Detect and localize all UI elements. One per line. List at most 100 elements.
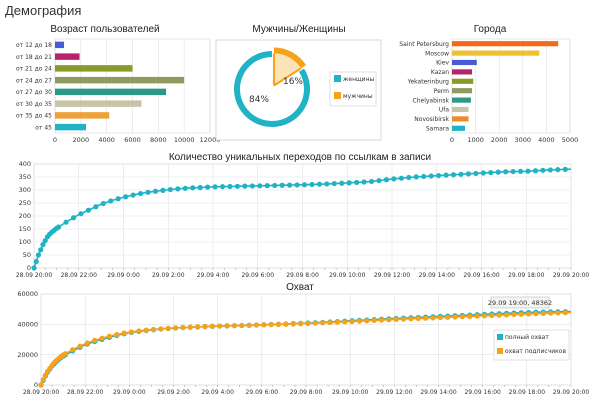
reach-ytick-label: 40000 (17, 321, 38, 329)
reach-point (38, 382, 44, 388)
reach-point (136, 328, 142, 334)
reach-point (327, 319, 333, 326)
age-bar (55, 100, 142, 107)
clicks-point (391, 176, 397, 182)
clicks-point (555, 167, 561, 173)
reach-point (408, 316, 414, 322)
age-category-label: от 18 до 21 (16, 54, 52, 61)
cities-bar (452, 125, 465, 131)
reach-legend (493, 329, 570, 361)
cities-category-label: Samara (426, 126, 449, 133)
clicks-point (31, 265, 37, 271)
reach-point (305, 320, 311, 327)
clicks-xtick-label: 29.09 20:00 (553, 272, 590, 279)
age-xtick-label: 12000 (200, 136, 221, 144)
cities-category-label: Novosibirsk (414, 116, 449, 123)
age-xtick-label: 10000 (174, 136, 195, 144)
clicks-point (137, 190, 144, 197)
clicks-point (219, 184, 226, 190)
clicks-point (85, 207, 92, 213)
gender-legend-swatch (334, 75, 341, 82)
clicks-point (182, 185, 188, 191)
gender-pie-label-women: 84% (249, 95, 269, 105)
clicks-ytick-label: 100 (19, 238, 31, 246)
clicks-point (458, 171, 464, 177)
clicks-point (465, 171, 472, 177)
reach-point (511, 311, 517, 318)
age-category-label: от 12 до 18 (16, 42, 52, 49)
cities-xtick-label: 0 (450, 136, 454, 144)
cities-category-label: Chelyabinsk (413, 97, 450, 104)
reach-point (342, 319, 348, 325)
clicks-xtick-label: 29.09 0:00 (107, 272, 140, 279)
clicks-point (35, 252, 42, 258)
clicks-point (324, 181, 330, 187)
gender-legend-label: женщины (343, 76, 374, 83)
age-bar (55, 112, 110, 119)
clicks-point (212, 184, 218, 190)
clicks-point (63, 219, 69, 225)
clicks-point (286, 182, 293, 188)
clicks-point (495, 169, 501, 175)
clicks-point (123, 194, 129, 200)
reach-point (474, 313, 480, 319)
clicks-point (510, 168, 516, 175)
reach-point (562, 310, 568, 316)
clicks-point (562, 166, 568, 172)
reach-point (364, 318, 370, 324)
reach-point (290, 321, 296, 327)
clicks-chart-title: Количество уникальных переходов по ссылк… (168, 152, 432, 163)
reach-xtick-label: 29.09 4:00 (201, 389, 234, 396)
reach-point (128, 329, 135, 335)
reach-point (231, 323, 238, 329)
clicks-point (309, 181, 315, 188)
cities-category-label: Kiev (436, 60, 449, 67)
reach-point (40, 377, 46, 383)
clicks-point (100, 200, 106, 207)
reach-point (172, 325, 179, 331)
reach-point (489, 312, 495, 319)
gender-chart-title: Мужчины/Женщины (252, 24, 346, 35)
clicks-xtick-label: 29.09 16:00 (463, 272, 500, 279)
reach-point (143, 327, 149, 333)
reach-point (42, 372, 49, 378)
clicks-ytick-label: 200 (19, 212, 31, 220)
reach-legend-swatch (497, 334, 503, 340)
cities-bar (452, 88, 473, 94)
reach-point (525, 311, 532, 317)
clicks-point (145, 189, 151, 195)
clicks-ytick-label: 300 (19, 186, 31, 194)
clicks-xtick-label: 29.09 4:00 (197, 272, 230, 279)
reach-point (195, 324, 201, 330)
age-bar (55, 53, 80, 60)
reach-point (239, 322, 245, 329)
gender-pie-men-inner (273, 53, 301, 86)
clicks-point (38, 247, 44, 253)
reach-point (275, 321, 282, 328)
clicks-point (108, 198, 114, 204)
clicks-point (450, 172, 457, 178)
clicks-point (242, 183, 248, 189)
clicks-point (503, 169, 509, 175)
cities-bar (452, 97, 471, 103)
reach-legend-label: охват подписчиков (505, 348, 566, 355)
age-category-label: от 21 до 24 (16, 66, 52, 73)
reach-point (459, 314, 465, 320)
clicks-point (152, 188, 159, 194)
reach-point (209, 323, 215, 329)
cities-xtick-label: 4000 (538, 136, 555, 144)
age-xtick-label: 8000 (150, 136, 167, 144)
reach-xtick-label: 29.09 20:00 (553, 389, 590, 396)
age-category-label: от 35 до 45 (16, 113, 52, 120)
reach-xtick-label: 29.09 12:00 (376, 389, 413, 396)
reach-point (540, 310, 546, 317)
reach-point (268, 322, 274, 328)
gender-pie-men-edge (273, 67, 302, 87)
clicks-ytick-label: 250 (19, 199, 31, 207)
cities-bar (452, 41, 559, 47)
age-bar (55, 41, 65, 49)
clicks-point (361, 179, 367, 185)
clicks-point (376, 177, 382, 184)
reach-point (430, 315, 436, 321)
clicks-point (428, 173, 434, 179)
